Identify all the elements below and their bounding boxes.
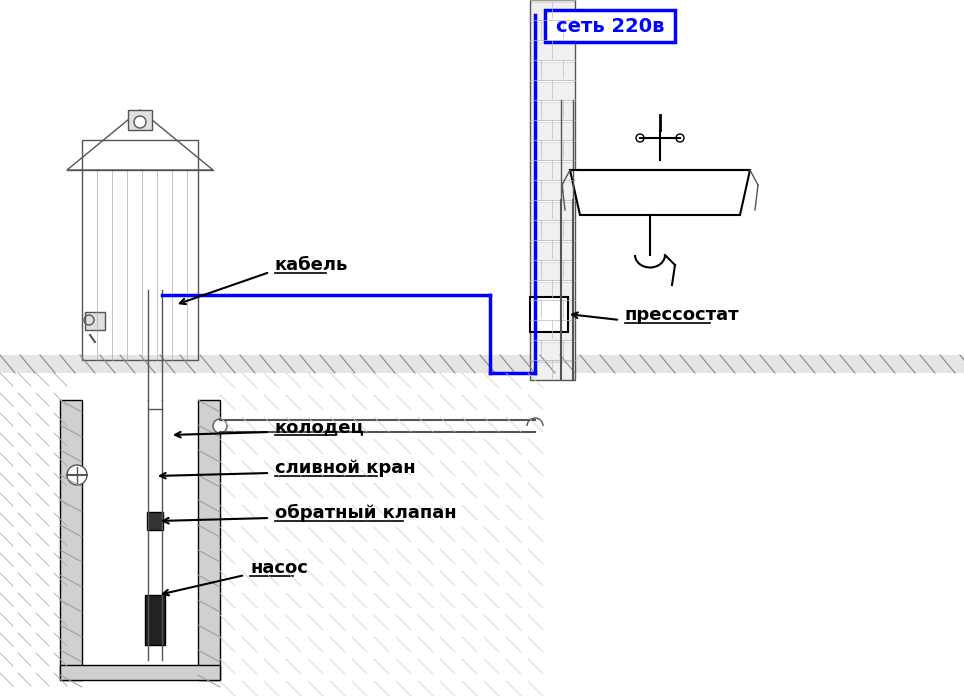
Polygon shape [198,400,220,680]
Polygon shape [0,355,964,373]
Bar [530,302,575,320]
Bar [530,142,575,160]
Circle shape [676,134,684,142]
Text: колодец: колодец [275,418,364,436]
Bar [530,282,575,300]
Bar [530,322,575,340]
Bar [82,140,198,360]
Bar [128,110,152,130]
Bar [530,62,575,80]
Bar [530,0,575,380]
Bar [147,512,163,530]
Polygon shape [570,170,750,215]
Bar [545,10,675,42]
Bar [530,22,575,40]
Circle shape [67,465,87,485]
Bar [530,2,575,20]
Bar [530,362,575,380]
Polygon shape [60,665,220,680]
Bar [530,182,575,200]
Bar [85,312,105,330]
Text: кабель: кабель [275,256,348,274]
Polygon shape [60,400,82,680]
Text: прессостат: прессостат [625,306,739,324]
Circle shape [213,419,227,433]
Bar [530,82,575,100]
Bar [530,342,575,360]
Text: сеть 220в: сеть 220в [556,17,664,36]
Bar [530,102,575,120]
Circle shape [636,134,644,142]
Bar [530,202,575,220]
Bar [145,595,165,645]
Bar [530,122,575,140]
Text: сливной кран: сливной кран [275,459,415,477]
Bar [530,222,575,240]
Circle shape [134,116,146,128]
Bar [530,242,575,260]
Bar [530,42,575,60]
Bar [530,262,575,280]
Text: обратный клапан: обратный клапан [275,504,457,522]
Text: насос: насос [250,559,308,577]
Bar [530,162,575,180]
Bar [530,297,568,332]
